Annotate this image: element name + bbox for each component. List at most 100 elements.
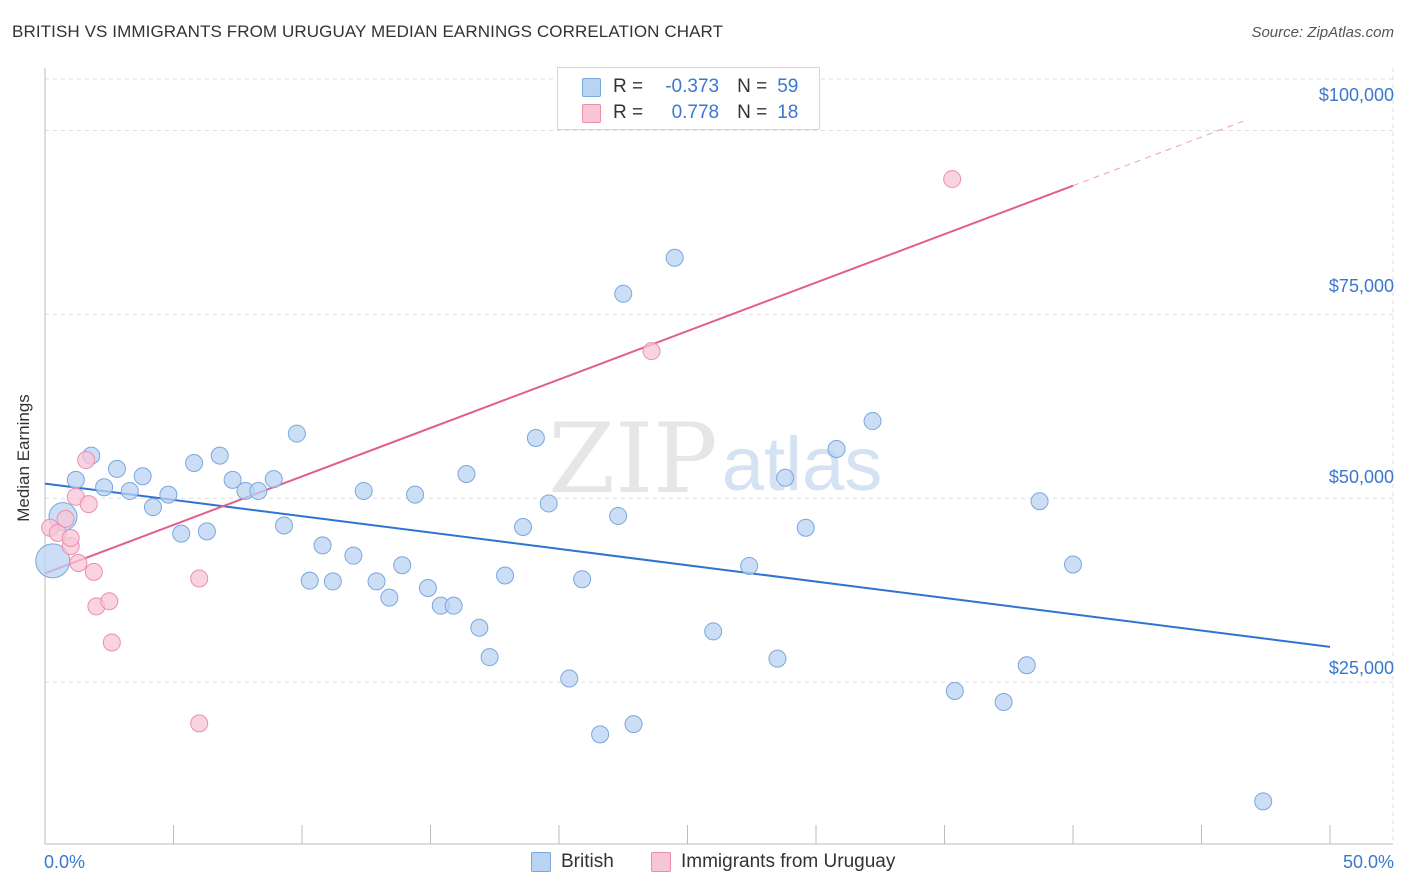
uruguay-point bbox=[190, 714, 209, 733]
british-point bbox=[380, 588, 399, 607]
x-tick-min: 0.0% bbox=[44, 852, 86, 872]
british-point bbox=[172, 524, 191, 543]
british-point bbox=[560, 669, 579, 688]
correlation-legend: R = -0.373 N = 59 R = 0.778 N = 18 bbox=[557, 67, 820, 130]
bottom-legend-british-label: British bbox=[561, 851, 614, 872]
legend-n-label: N = bbox=[737, 76, 768, 97]
legend-r-label: R = bbox=[613, 76, 644, 97]
british-point bbox=[313, 536, 332, 555]
y-tick-75000: $75,000 bbox=[1328, 276, 1394, 296]
british-point bbox=[133, 467, 152, 486]
british-point bbox=[796, 518, 815, 537]
british-point bbox=[185, 453, 204, 472]
legend-n-label: N = bbox=[737, 102, 768, 123]
watermark-zip: ZIP bbox=[548, 403, 717, 515]
british-point bbox=[223, 470, 242, 489]
british-point bbox=[300, 571, 319, 590]
british-point bbox=[665, 248, 684, 267]
british-point bbox=[264, 470, 283, 489]
british-point bbox=[344, 546, 363, 565]
british-point bbox=[614, 284, 633, 303]
british-point bbox=[740, 556, 759, 575]
grid-layer bbox=[45, 68, 1394, 844]
legend-n-value: 18 bbox=[777, 102, 799, 123]
uruguay-point bbox=[84, 562, 103, 581]
uruguay-point bbox=[61, 529, 80, 548]
british-trend-line bbox=[44, 482, 1331, 648]
axes-layer bbox=[44, 68, 1393, 845]
uruguay-point bbox=[69, 554, 88, 573]
british-point bbox=[354, 481, 373, 500]
british-point bbox=[863, 412, 882, 431]
bottom-legend-uruguay: Immigrants from Uruguay bbox=[651, 851, 895, 873]
uruguay-point bbox=[77, 451, 96, 470]
british-swatch bbox=[582, 77, 601, 97]
british-point bbox=[994, 693, 1013, 712]
y-axis-label: Median Earnings bbox=[14, 394, 33, 522]
british-point bbox=[323, 572, 342, 591]
british-point bbox=[1254, 792, 1273, 811]
x-tick-max: 50.0% bbox=[1342, 852, 1394, 872]
british-point bbox=[107, 459, 126, 478]
british-point bbox=[457, 465, 476, 484]
british-point bbox=[1017, 656, 1036, 675]
british-point bbox=[768, 649, 787, 668]
british-point bbox=[945, 682, 964, 701]
british-point bbox=[444, 596, 463, 615]
legend-r-value: -0.373 bbox=[665, 76, 720, 97]
british-point bbox=[197, 522, 216, 541]
british-point bbox=[496, 566, 515, 585]
british-point bbox=[480, 648, 499, 667]
uruguay-point bbox=[102, 633, 121, 652]
uruguay-point bbox=[943, 170, 962, 189]
uruguay-trend-extension bbox=[1072, 119, 1248, 187]
british-point bbox=[95, 478, 114, 497]
british-point bbox=[470, 618, 489, 637]
legend-r-label: R = bbox=[613, 102, 644, 123]
british-point bbox=[609, 506, 628, 525]
british-point bbox=[249, 481, 268, 500]
british-point bbox=[120, 481, 139, 500]
legend-n-value: 59 bbox=[777, 76, 799, 97]
british-point bbox=[1064, 555, 1082, 574]
british-point bbox=[367, 572, 386, 591]
legend-row-uruguay: R = 0.778 N = 18 bbox=[582, 100, 798, 126]
british-point bbox=[624, 715, 643, 734]
uruguay-point bbox=[190, 569, 209, 588]
british-point bbox=[827, 440, 846, 459]
y-tick-100000: $100,000 bbox=[1318, 85, 1394, 105]
uruguay-point bbox=[642, 342, 661, 361]
british-point bbox=[418, 579, 437, 598]
british-point bbox=[143, 498, 162, 517]
british-point bbox=[287, 424, 306, 443]
british-point bbox=[406, 485, 425, 504]
uruguay-point bbox=[56, 509, 75, 528]
chart-title: BRITISH VS IMMIGRANTS FROM URUGUAY MEDIA… bbox=[12, 22, 724, 41]
y-tick-25000: $25,000 bbox=[1328, 658, 1394, 678]
bottom-legend-uruguay-label: Immigrants from Uruguay bbox=[681, 851, 896, 872]
british-point bbox=[514, 517, 533, 536]
data-points bbox=[35, 170, 1273, 811]
bottom-legend-british: British bbox=[531, 851, 614, 873]
source-label: Source: ZipAtlas.com bbox=[1251, 24, 1394, 41]
trend-lines bbox=[44, 119, 1331, 648]
uruguay-swatch bbox=[582, 103, 601, 123]
legend-r-value: 0.778 bbox=[671, 102, 720, 123]
british-point bbox=[591, 725, 610, 744]
british-point bbox=[704, 622, 723, 641]
british-swatch bbox=[531, 852, 551, 872]
british-point bbox=[66, 470, 85, 489]
watermark-atlas: atlas bbox=[722, 422, 883, 507]
british-point bbox=[573, 570, 592, 589]
uruguay-trend-line bbox=[44, 184, 1074, 575]
british-point bbox=[776, 468, 795, 487]
british-point bbox=[210, 446, 229, 465]
british-point bbox=[275, 516, 294, 535]
british-point bbox=[159, 485, 178, 504]
british-point bbox=[393, 556, 412, 575]
legend-row-british: R = -0.373 N = 59 bbox=[582, 74, 798, 100]
british-point bbox=[1030, 492, 1049, 511]
uruguay-swatch bbox=[651, 852, 671, 872]
y-tick-50000: $50,000 bbox=[1328, 467, 1394, 487]
